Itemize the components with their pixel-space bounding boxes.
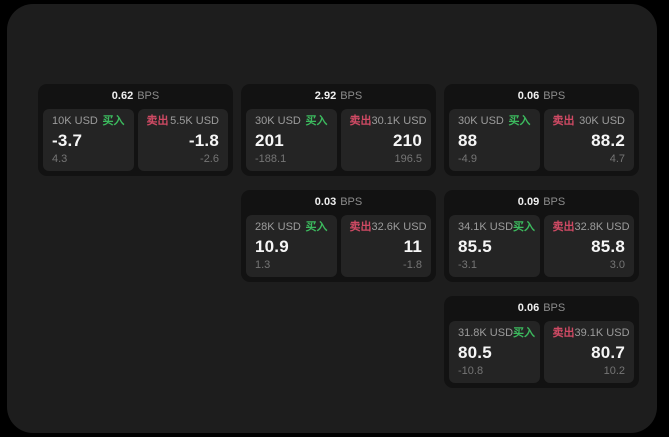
sell-tag: 卖出: [552, 221, 575, 233]
buy-size-label: 30K USD: [458, 115, 504, 127]
buy-tag: 买入: [305, 221, 328, 233]
sell-panel[interactable]: 卖出 32.8K USD 85.8 3.0: [543, 215, 634, 277]
sell-panel[interactable]: 卖出 32.6K USD 11 -1.8: [340, 215, 431, 277]
bps-unit-label: BPS: [543, 90, 566, 102]
sell-size-label: 32.8K USD: [574, 221, 630, 233]
buy-size-label: 10K USD: [52, 115, 98, 127]
buy-price: 10.9: [255, 236, 289, 256]
buy-size-label: 30K USD: [255, 115, 301, 127]
quote-card: 0.09 BPS 34.1K USD 买入 85.5 -3.1 卖出 32.8K…: [444, 190, 639, 282]
quote-card: 0.06 BPS 31.8K USD 买入 80.5 -10.8 卖出 39.1…: [444, 296, 639, 388]
bps-unit-label: BPS: [137, 90, 160, 102]
buy-price: 85.5: [458, 236, 492, 256]
sell-price: -1.8: [188, 130, 219, 150]
buy-price: 80.5: [458, 342, 492, 362]
buy-panel[interactable]: 28K USD 买入 10.9 1.3: [246, 215, 337, 277]
sell-tag: 卖出: [349, 115, 372, 127]
quote-card: 0.62 BPS 10K USD 买入 -3.7 4.3 卖出 5.5K USD…: [38, 84, 233, 176]
buy-change-value: -3.1: [458, 259, 477, 271]
buy-tag: 买入: [102, 115, 125, 127]
sell-price: 80.7: [591, 342, 625, 362]
sell-price: 210: [393, 130, 422, 150]
sell-price: 85.8: [591, 236, 625, 256]
sell-tag: 卖出: [552, 115, 575, 127]
buy-price: 201: [255, 130, 284, 150]
sell-change-value: -2.6: [200, 153, 219, 165]
sell-change-value: 196.5: [394, 153, 422, 165]
sell-tag: 卖出: [552, 327, 575, 339]
buy-size-label: 28K USD: [255, 221, 301, 233]
buy-change-value: -10.8: [458, 365, 484, 377]
bps-unit-label: BPS: [543, 196, 566, 208]
sell-change-value: 10.2: [603, 365, 625, 377]
spread-bps-value: 2.92: [314, 90, 337, 102]
quote-card: 2.92 BPS 30K USD 买入 201 -188.1 卖出 30.1K …: [241, 84, 436, 176]
buy-size-label: 31.8K USD: [458, 327, 514, 339]
spread-bps-value: 0.62: [111, 90, 134, 102]
spread-header: 2.92 BPS: [241, 84, 436, 109]
sell-panel[interactable]: 卖出 30.1K USD 210 196.5: [340, 109, 431, 171]
buy-change-value: 4.3: [52, 153, 68, 165]
buy-change-value: -188.1: [255, 153, 287, 165]
sell-change-value: 3.0: [609, 259, 625, 271]
spread-bps-value: 0.06: [517, 90, 540, 102]
buy-tag: 买入: [513, 327, 536, 339]
buy-price: 88: [458, 130, 478, 150]
buy-panel[interactable]: 30K USD 买入 201 -188.1: [246, 109, 337, 171]
spread-header: 0.06 BPS: [444, 84, 639, 109]
sell-size-label: 32.6K USD: [371, 221, 427, 233]
buy-price: -3.7: [52, 130, 83, 150]
sell-panel[interactable]: 卖出 39.1K USD 80.7 10.2: [543, 321, 634, 383]
sell-price: 88.2: [591, 130, 625, 150]
quote-card: 0.06 BPS 30K USD 买入 88 -4.9 卖出 30K USD 8…: [444, 84, 639, 176]
sell-price: 11: [403, 236, 422, 256]
sell-panel[interactable]: 卖出 30K USD 88.2 4.7: [543, 109, 634, 171]
bps-unit-label: BPS: [340, 196, 363, 208]
spread-bps-value: 0.03: [314, 196, 337, 208]
buy-size-label: 34.1K USD: [458, 221, 514, 233]
buy-panel[interactable]: 30K USD 买入 88 -4.9: [449, 109, 540, 171]
sell-tag: 卖出: [146, 115, 169, 127]
spread-header: 0.09 BPS: [444, 190, 639, 215]
buy-change-value: 1.3: [255, 259, 271, 271]
sell-size-label: 5.5K USD: [170, 115, 219, 127]
bps-unit-label: BPS: [543, 302, 566, 314]
sell-tag: 卖出: [349, 221, 372, 233]
buy-tag: 买入: [513, 221, 536, 233]
quote-card: 0.03 BPS 28K USD 买入 10.9 1.3 卖出 32.6K US…: [241, 190, 436, 282]
spread-bps-value: 0.06: [517, 302, 540, 314]
buy-tag: 买入: [508, 115, 531, 127]
bps-unit-label: BPS: [340, 90, 363, 102]
buy-panel[interactable]: 10K USD 买入 -3.7 4.3: [43, 109, 134, 171]
buy-tag: 买入: [305, 115, 328, 127]
sell-size-label: 30.1K USD: [371, 115, 427, 127]
sell-panel[interactable]: 卖出 5.5K USD -1.8 -2.6: [137, 109, 228, 171]
sell-change-value: -1.8: [403, 259, 422, 271]
sell-size-label: 39.1K USD: [574, 327, 630, 339]
spread-header: 0.06 BPS: [444, 296, 639, 321]
spread-header: 0.62 BPS: [38, 84, 233, 109]
buy-panel[interactable]: 31.8K USD 买入 80.5 -10.8: [449, 321, 540, 383]
spread-bps-value: 0.09: [517, 196, 540, 208]
sell-size-label: 30K USD: [579, 115, 625, 127]
sell-change-value: 4.7: [609, 153, 625, 165]
buy-change-value: -4.9: [458, 153, 477, 165]
buy-panel[interactable]: 34.1K USD 买入 85.5 -3.1: [449, 215, 540, 277]
spread-header: 0.03 BPS: [241, 190, 436, 215]
